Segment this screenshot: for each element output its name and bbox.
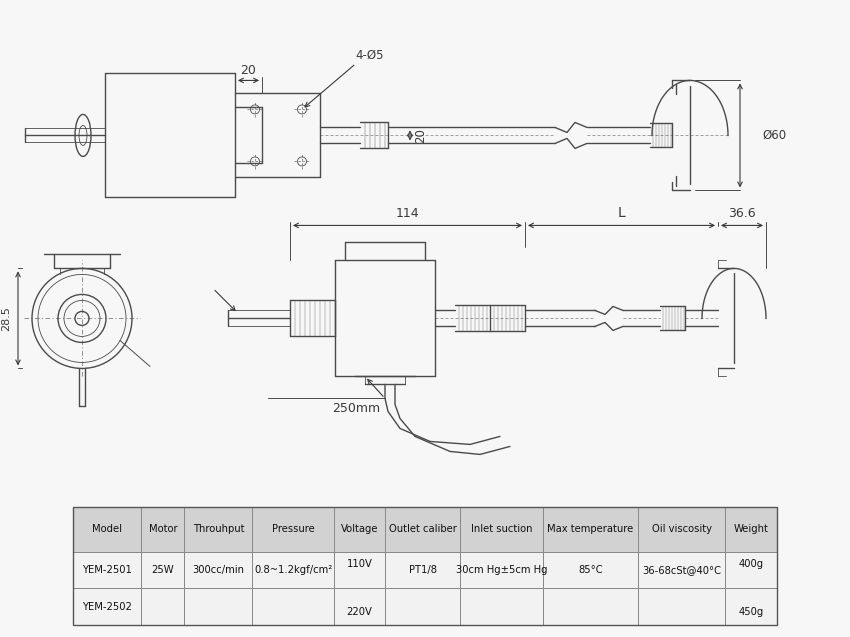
Text: Outlet caliber: Outlet caliber xyxy=(388,524,456,534)
Text: L: L xyxy=(618,206,626,220)
Text: 450g: 450g xyxy=(739,607,763,617)
FancyBboxPatch shape xyxy=(385,589,460,625)
Text: YEM-2501: YEM-2501 xyxy=(82,565,133,575)
Text: 28.5: 28.5 xyxy=(1,306,11,331)
Text: Oil viscosity: Oil viscosity xyxy=(652,524,711,534)
Text: 250mm: 250mm xyxy=(332,402,380,415)
Text: Weight: Weight xyxy=(734,524,768,534)
Text: 400g: 400g xyxy=(739,559,763,569)
FancyBboxPatch shape xyxy=(725,507,777,552)
FancyBboxPatch shape xyxy=(184,552,252,589)
Text: 85°C: 85°C xyxy=(578,565,603,575)
FancyBboxPatch shape xyxy=(252,552,334,589)
Text: Motor: Motor xyxy=(149,524,177,534)
FancyBboxPatch shape xyxy=(725,552,777,589)
Text: Ø60: Ø60 xyxy=(762,129,786,142)
Text: Pressure: Pressure xyxy=(272,524,314,534)
Text: 36-68cSt@40°C: 36-68cSt@40°C xyxy=(643,565,722,575)
Text: Voltage: Voltage xyxy=(341,524,378,534)
Text: 0.8~1.2kgf/cm²: 0.8~1.2kgf/cm² xyxy=(254,565,332,575)
FancyBboxPatch shape xyxy=(334,589,385,625)
Text: Throuhput: Throuhput xyxy=(193,524,244,534)
FancyBboxPatch shape xyxy=(73,589,141,625)
FancyBboxPatch shape xyxy=(73,552,141,589)
Text: 25W: 25W xyxy=(151,565,174,575)
Text: 110V: 110V xyxy=(347,559,372,569)
FancyBboxPatch shape xyxy=(543,507,638,552)
FancyBboxPatch shape xyxy=(460,589,543,625)
FancyBboxPatch shape xyxy=(141,589,184,625)
Text: Max temperature: Max temperature xyxy=(547,524,633,534)
Text: Inlet suction: Inlet suction xyxy=(471,524,532,534)
FancyBboxPatch shape xyxy=(141,552,184,589)
Text: 114: 114 xyxy=(396,207,419,220)
FancyBboxPatch shape xyxy=(460,552,543,589)
FancyBboxPatch shape xyxy=(460,507,543,552)
FancyBboxPatch shape xyxy=(638,507,725,552)
Text: PT1/8: PT1/8 xyxy=(409,565,437,575)
Text: 20: 20 xyxy=(241,64,257,77)
FancyBboxPatch shape xyxy=(725,589,777,625)
Text: Model: Model xyxy=(93,524,122,534)
FancyBboxPatch shape xyxy=(385,552,460,589)
FancyBboxPatch shape xyxy=(638,589,725,625)
FancyBboxPatch shape xyxy=(543,589,638,625)
Text: 220V: 220V xyxy=(347,607,372,617)
Text: 30cm Hg±5cm Hg: 30cm Hg±5cm Hg xyxy=(456,565,547,575)
Text: 20: 20 xyxy=(414,128,427,143)
Text: 300cc/min: 300cc/min xyxy=(192,565,245,575)
Text: 36.6: 36.6 xyxy=(728,207,756,220)
FancyBboxPatch shape xyxy=(638,552,725,589)
FancyBboxPatch shape xyxy=(141,507,184,552)
FancyBboxPatch shape xyxy=(543,552,638,589)
FancyBboxPatch shape xyxy=(334,552,385,589)
FancyBboxPatch shape xyxy=(184,507,252,552)
FancyBboxPatch shape xyxy=(184,589,252,625)
FancyBboxPatch shape xyxy=(73,507,141,552)
FancyBboxPatch shape xyxy=(334,507,385,552)
Text: YEM-2502: YEM-2502 xyxy=(82,601,133,612)
FancyBboxPatch shape xyxy=(252,507,334,552)
FancyBboxPatch shape xyxy=(252,589,334,625)
FancyBboxPatch shape xyxy=(385,507,460,552)
Text: 4-Ø5: 4-Ø5 xyxy=(355,49,383,62)
